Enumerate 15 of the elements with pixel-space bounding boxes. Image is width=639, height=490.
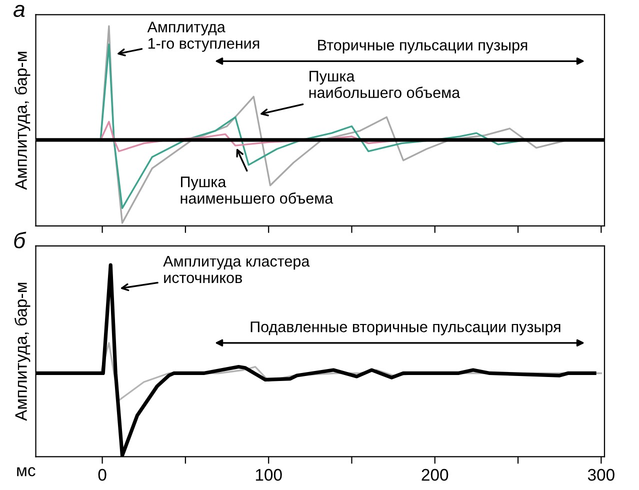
annotation: Амплитуда кластера источников — [163, 256, 310, 284]
chart-title: б — [14, 232, 26, 248]
annotation: Пушка наибольшего объема — [309, 70, 460, 98]
y-axis-title: Амплитуда, бар-м — [14, 282, 30, 421]
annotation: Вторичные пульсации пузыря — [318, 40, 528, 54]
chart-title: а — [14, 4, 25, 18]
x-tick-label: 100 — [256, 468, 282, 481]
annotation: Подавленные вторичные пульсации пузыря — [250, 322, 560, 336]
x-tick-label: 300 — [588, 468, 614, 481]
x-tick-label: 200 — [422, 468, 448, 481]
y-axis-title: Амплитуда, бар-м — [14, 52, 30, 190]
annotation: Амплитуда 1-го вступления — [147, 22, 260, 52]
x-axis-title: мс — [17, 467, 36, 476]
x-tick-label: 0 — [98, 468, 106, 481]
annotation: Пушка наименьшего объема — [180, 176, 334, 204]
